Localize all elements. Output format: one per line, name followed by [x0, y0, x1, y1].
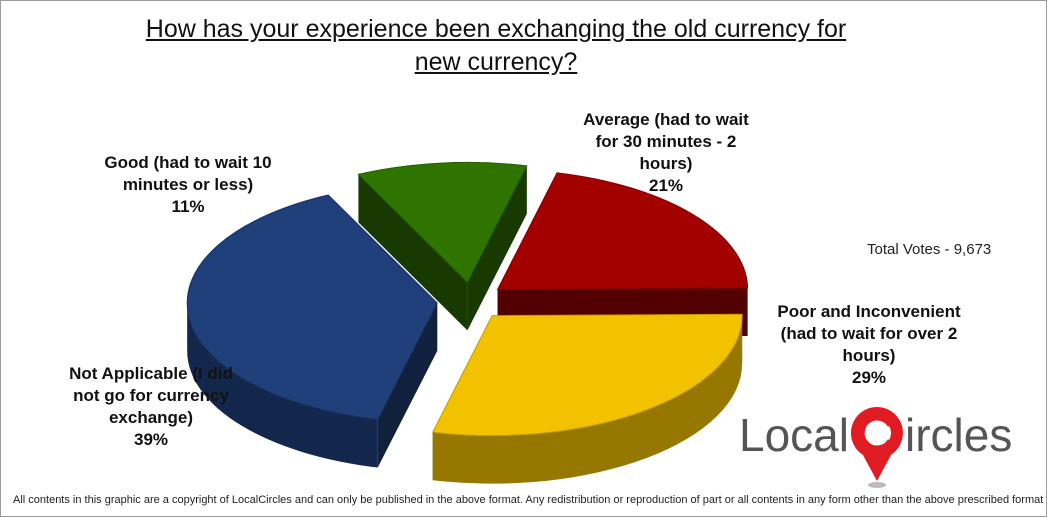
copyright-footer: All contents in this graphic are a copyr… — [13, 494, 1047, 506]
label-good-value: 11% — [171, 197, 205, 216]
chart-title: How has your experience been exchanging … — [145, 15, 847, 76]
logo-text-right: ircles — [905, 409, 1012, 461]
slice-poor — [431, 313, 743, 484]
slice-average — [496, 172, 749, 338]
label-poor: Poor and Inconvenient (had to wait for o… — [769, 301, 969, 389]
label-average-value: 21% — [648, 176, 684, 195]
total-votes: Total Votes - 9,673 — [867, 241, 992, 258]
label-good-text: Good (had to wait 10 minutes or less) — [104, 153, 272, 194]
label-poor-text: Poor and Inconvenient (had to wait for o… — [777, 302, 961, 365]
label-not-applicable-value: 39% — [133, 430, 169, 449]
label-not-applicable: Not Applicable (I did not go for currenc… — [56, 363, 246, 451]
localcircles-logo: Local ircles — [739, 401, 1039, 493]
slice-good — [357, 161, 528, 331]
label-average: Average (had to wait for 30 minutes - 2 … — [571, 109, 761, 197]
label-average-text: Average (had to wait for 30 minutes - 2 … — [583, 110, 749, 173]
logo-mark: Local ircles — [739, 407, 1012, 488]
label-not-applicable-text: Not Applicable (I did not go for currenc… — [69, 364, 233, 427]
label-good: Good (had to wait 10 minutes or less) 11… — [103, 152, 273, 218]
logo-c-pin-icon — [850, 407, 903, 488]
slice-not-applicable — [186, 194, 438, 468]
label-poor-value: 29% — [851, 368, 887, 387]
logo-text-left: Local — [739, 409, 849, 461]
